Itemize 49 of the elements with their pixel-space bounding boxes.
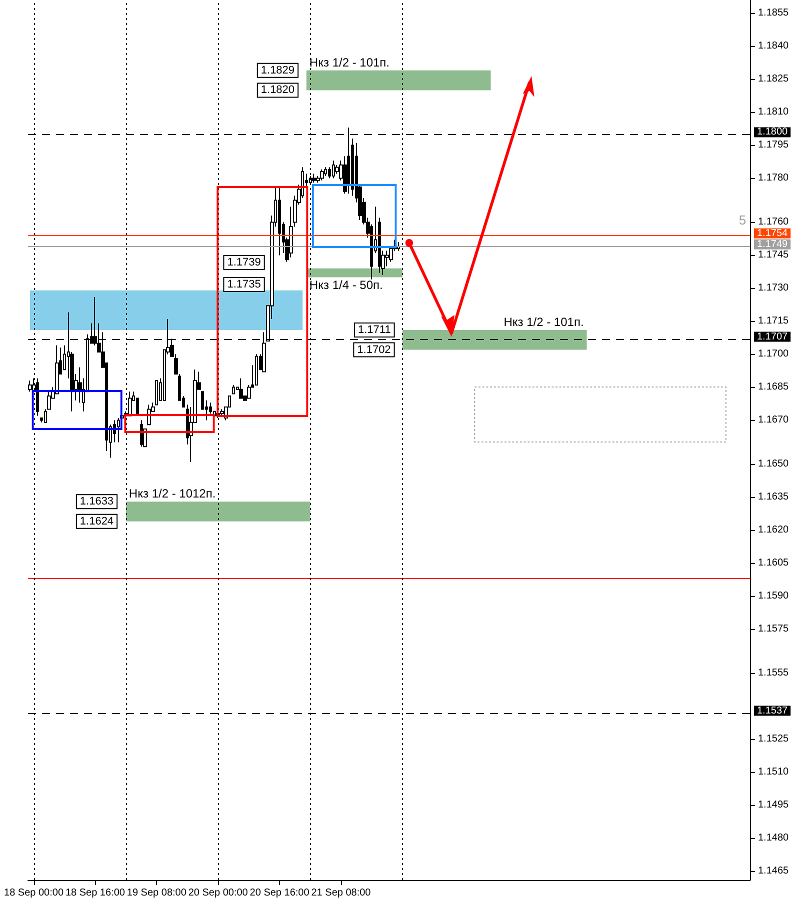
x-tick-label: 20 Sep 00:00 — [188, 888, 248, 898]
y-tick-label: 1.1650 — [758, 458, 790, 470]
x-tick-label: 18 Sep 00:00 — [4, 888, 64, 898]
ref-line-label: 1.1707 — [757, 331, 788, 342]
annotation: 1.1633 — [80, 496, 114, 508]
band-label: Нкз 1/2 - 1012п. — [128, 486, 216, 501]
y-tick-label: 1.1635 — [758, 492, 790, 503]
band-label: Нкз 1/2 - 101п. — [309, 55, 390, 70]
y-tick-label: 1.1605 — [758, 558, 790, 569]
y-tick-label: 1.1730 — [758, 282, 790, 294]
annotation: 5 — [738, 212, 746, 228]
y-tick-label: 1.1840 — [758, 40, 790, 52]
y-tick-label: 1.1810 — [758, 106, 790, 118]
annotation: 1.1820 — [260, 84, 295, 96]
band-label: Нкз 1/4 - 50п. — [309, 278, 383, 292]
y-tick-label: 1.1745 — [758, 250, 790, 261]
y-tick-label: 1.1575 — [758, 624, 790, 635]
annotation: 1.1829 — [260, 64, 295, 76]
y-tick-label: 1.1670 — [758, 414, 790, 426]
ref-line-label: 1.1749 — [757, 238, 788, 250]
ref-line-label: 1.1754 — [757, 228, 788, 239]
y-tick-label: 1.1685 — [758, 382, 790, 393]
y-tick-label: 1.1465 — [758, 866, 790, 877]
y-tick-label: 1.1620 — [758, 524, 790, 536]
y-tick-label: 1.1780 — [758, 172, 790, 184]
x-tick-label: 19 Sep 08:00 — [126, 888, 187, 898]
y-tick-label: 1.1480 — [758, 832, 790, 844]
y-tick-label: 1.1525 — [758, 734, 790, 745]
y-tick-label: 1.1825 — [758, 74, 790, 85]
y-tick-label: 1.1715 — [758, 316, 790, 327]
ref-line-label: 1.1800 — [757, 126, 788, 138]
annotation: 1.1735 — [227, 278, 261, 290]
y-tick-label: 1.1795 — [758, 140, 790, 151]
annotation: 1.1711 — [358, 324, 391, 336]
annotation: 1.1702 — [357, 344, 391, 356]
y-tick-label: 1.1510 — [758, 766, 790, 778]
y-tick-label: 1.1855 — [758, 8, 790, 19]
y-tick-label: 1.1590 — [758, 590, 790, 602]
band-label: Нкз 1/2 - 101п. — [504, 315, 584, 329]
y-tick-label: 1.1760 — [758, 216, 790, 228]
y-tick-label: 1.1700 — [758, 348, 790, 360]
x-tick-label: 21 Sep 08:00 — [311, 888, 372, 898]
ref-line-label: 1.1537 — [757, 705, 788, 716]
annotation: 1.1739 — [227, 256, 261, 268]
x-tick-label: 18 Sep 16:00 — [65, 888, 126, 898]
y-tick-label: 1.1555 — [758, 668, 790, 679]
y-tick-label: 1.1495 — [758, 800, 790, 811]
annotation: 1.1624 — [80, 515, 114, 528]
x-tick-label: 20 Sep 16:00 — [250, 888, 310, 898]
